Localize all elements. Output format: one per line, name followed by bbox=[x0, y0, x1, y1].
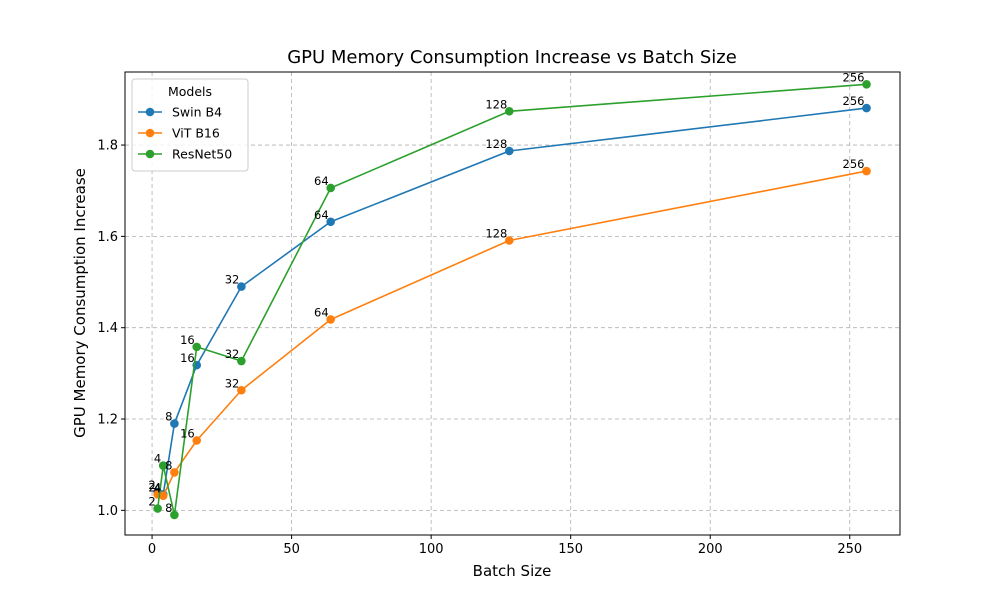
data-point-resnet50 bbox=[504, 106, 514, 116]
grid bbox=[125, 72, 900, 535]
legend-item-vit-b16: ViT B16 bbox=[138, 126, 220, 141]
data-label-resnet50: 8 bbox=[165, 501, 172, 515]
legend-swatch-marker bbox=[145, 107, 155, 117]
legend-swatch-marker bbox=[145, 149, 155, 159]
data-point-resnet50 bbox=[170, 510, 179, 520]
data-point-vit-b16 bbox=[504, 236, 514, 245]
legend-item-swin-b4: Swin B4 bbox=[138, 105, 222, 120]
data-point-vit-b16 bbox=[237, 385, 246, 395]
data-label-swin-b4: 128 bbox=[485, 137, 507, 151]
y-axis-label: GPU Memory Consumption Increase bbox=[71, 168, 89, 438]
series-line-swin-b4 bbox=[157, 107, 867, 496]
data-label-vit-b16: 16 bbox=[180, 426, 195, 440]
data-point-resnet50 bbox=[326, 183, 335, 193]
data-point-swin-b4 bbox=[862, 103, 871, 113]
data-point-swin-b4 bbox=[237, 282, 246, 291]
data-point-vit-b16 bbox=[326, 315, 335, 324]
chart-title: GPU Memory Consumption Increase vs Batch… bbox=[287, 47, 737, 68]
data-label-vit-b16: 64 bbox=[314, 305, 329, 319]
series-swin-b4 bbox=[153, 103, 871, 499]
data-label-swin-b4: 256 bbox=[843, 94, 865, 108]
y-tick-label: 1.4 bbox=[97, 321, 118, 336]
legend-label: ViT B16 bbox=[172, 126, 220, 141]
series-resnet50 bbox=[153, 80, 871, 520]
x-tick-label: 250 bbox=[837, 542, 862, 557]
series-vit-b16 bbox=[153, 166, 871, 501]
axes: 0 50 100 150 200 250 1.0 1.2 1.4 1.6 1.8 bbox=[97, 139, 862, 557]
data-labels: 2481632641282562481632641282562481632641… bbox=[148, 70, 864, 515]
legend-item-resnet50: ResNet50 bbox=[138, 147, 232, 162]
legend-swatch-marker bbox=[145, 128, 155, 138]
y-tick-label: 1.2 bbox=[97, 413, 118, 428]
data-point-resnet50 bbox=[862, 80, 871, 89]
legend-label: Swin B4 bbox=[172, 105, 222, 120]
data-label-resnet50: 2 bbox=[148, 495, 155, 509]
data-label-vit-b16: 256 bbox=[843, 157, 865, 171]
legend-items: Swin B4 ViT B16 ResNet50 bbox=[138, 105, 232, 162]
series-layer bbox=[153, 80, 871, 520]
plot-area-frame bbox=[124, 71, 901, 536]
data-label-resnet50: 4 bbox=[154, 452, 161, 466]
data-label-vit-b16: 2 bbox=[148, 480, 155, 494]
data-point-vit-b16 bbox=[192, 436, 202, 445]
data-label-vit-b16: 128 bbox=[485, 226, 507, 240]
data-label-swin-b4: 64 bbox=[314, 208, 329, 222]
data-point-swin-b4 bbox=[170, 419, 179, 428]
data-point-swin-b4 bbox=[504, 146, 514, 156]
data-point-resnet50 bbox=[192, 342, 202, 352]
data-point-resnet50 bbox=[153, 504, 162, 513]
x-tick-label: 100 bbox=[419, 542, 444, 557]
data-label-vit-b16: 4 bbox=[154, 482, 161, 496]
x-tick-label: 150 bbox=[558, 542, 583, 557]
x-tick-label: 50 bbox=[283, 542, 300, 557]
x-tick-label: 0 bbox=[148, 542, 156, 557]
legend-box bbox=[131, 78, 249, 172]
data-label-swin-b4: 2 bbox=[148, 478, 155, 492]
data-point-swin-b4 bbox=[326, 217, 335, 227]
y-tick-label: 1.0 bbox=[97, 504, 118, 519]
data-point-resnet50 bbox=[237, 356, 246, 366]
data-label-swin-b4: 8 bbox=[165, 410, 172, 424]
data-label-resnet50: 256 bbox=[843, 70, 865, 84]
data-point-vit-b16 bbox=[862, 166, 871, 176]
series-line-vit-b16 bbox=[157, 170, 867, 497]
series-line-resnet50 bbox=[156, 83, 867, 516]
data-label-resnet50: 64 bbox=[314, 174, 329, 188]
x-tick-label: 200 bbox=[698, 542, 723, 557]
data-label-vit-b16: 8 bbox=[165, 458, 172, 472]
x-axis-label: Batch Size bbox=[473, 562, 552, 580]
data-point-vit-b16 bbox=[158, 491, 168, 501]
data-point-vit-b16 bbox=[170, 468, 179, 477]
data-label-swin-b4: 16 bbox=[180, 351, 195, 365]
legend-title: Models bbox=[168, 84, 212, 99]
data-label-vit-b16: 32 bbox=[225, 376, 240, 390]
data-label-resnet50: 16 bbox=[180, 333, 195, 347]
data-point-resnet50 bbox=[158, 461, 168, 470]
data-label-swin-b4: 4 bbox=[154, 480, 161, 494]
data-label-resnet50: 32 bbox=[225, 347, 240, 361]
y-tick-label: 1.8 bbox=[97, 139, 118, 154]
legend: Models Swin B4 ViT B16 ResNet50 bbox=[131, 78, 249, 172]
legend-label: ResNet50 bbox=[172, 147, 232, 162]
data-label-resnet50: 128 bbox=[485, 97, 507, 111]
y-tick-label: 1.6 bbox=[97, 230, 118, 245]
data-label-swin-b4: 32 bbox=[225, 273, 240, 287]
